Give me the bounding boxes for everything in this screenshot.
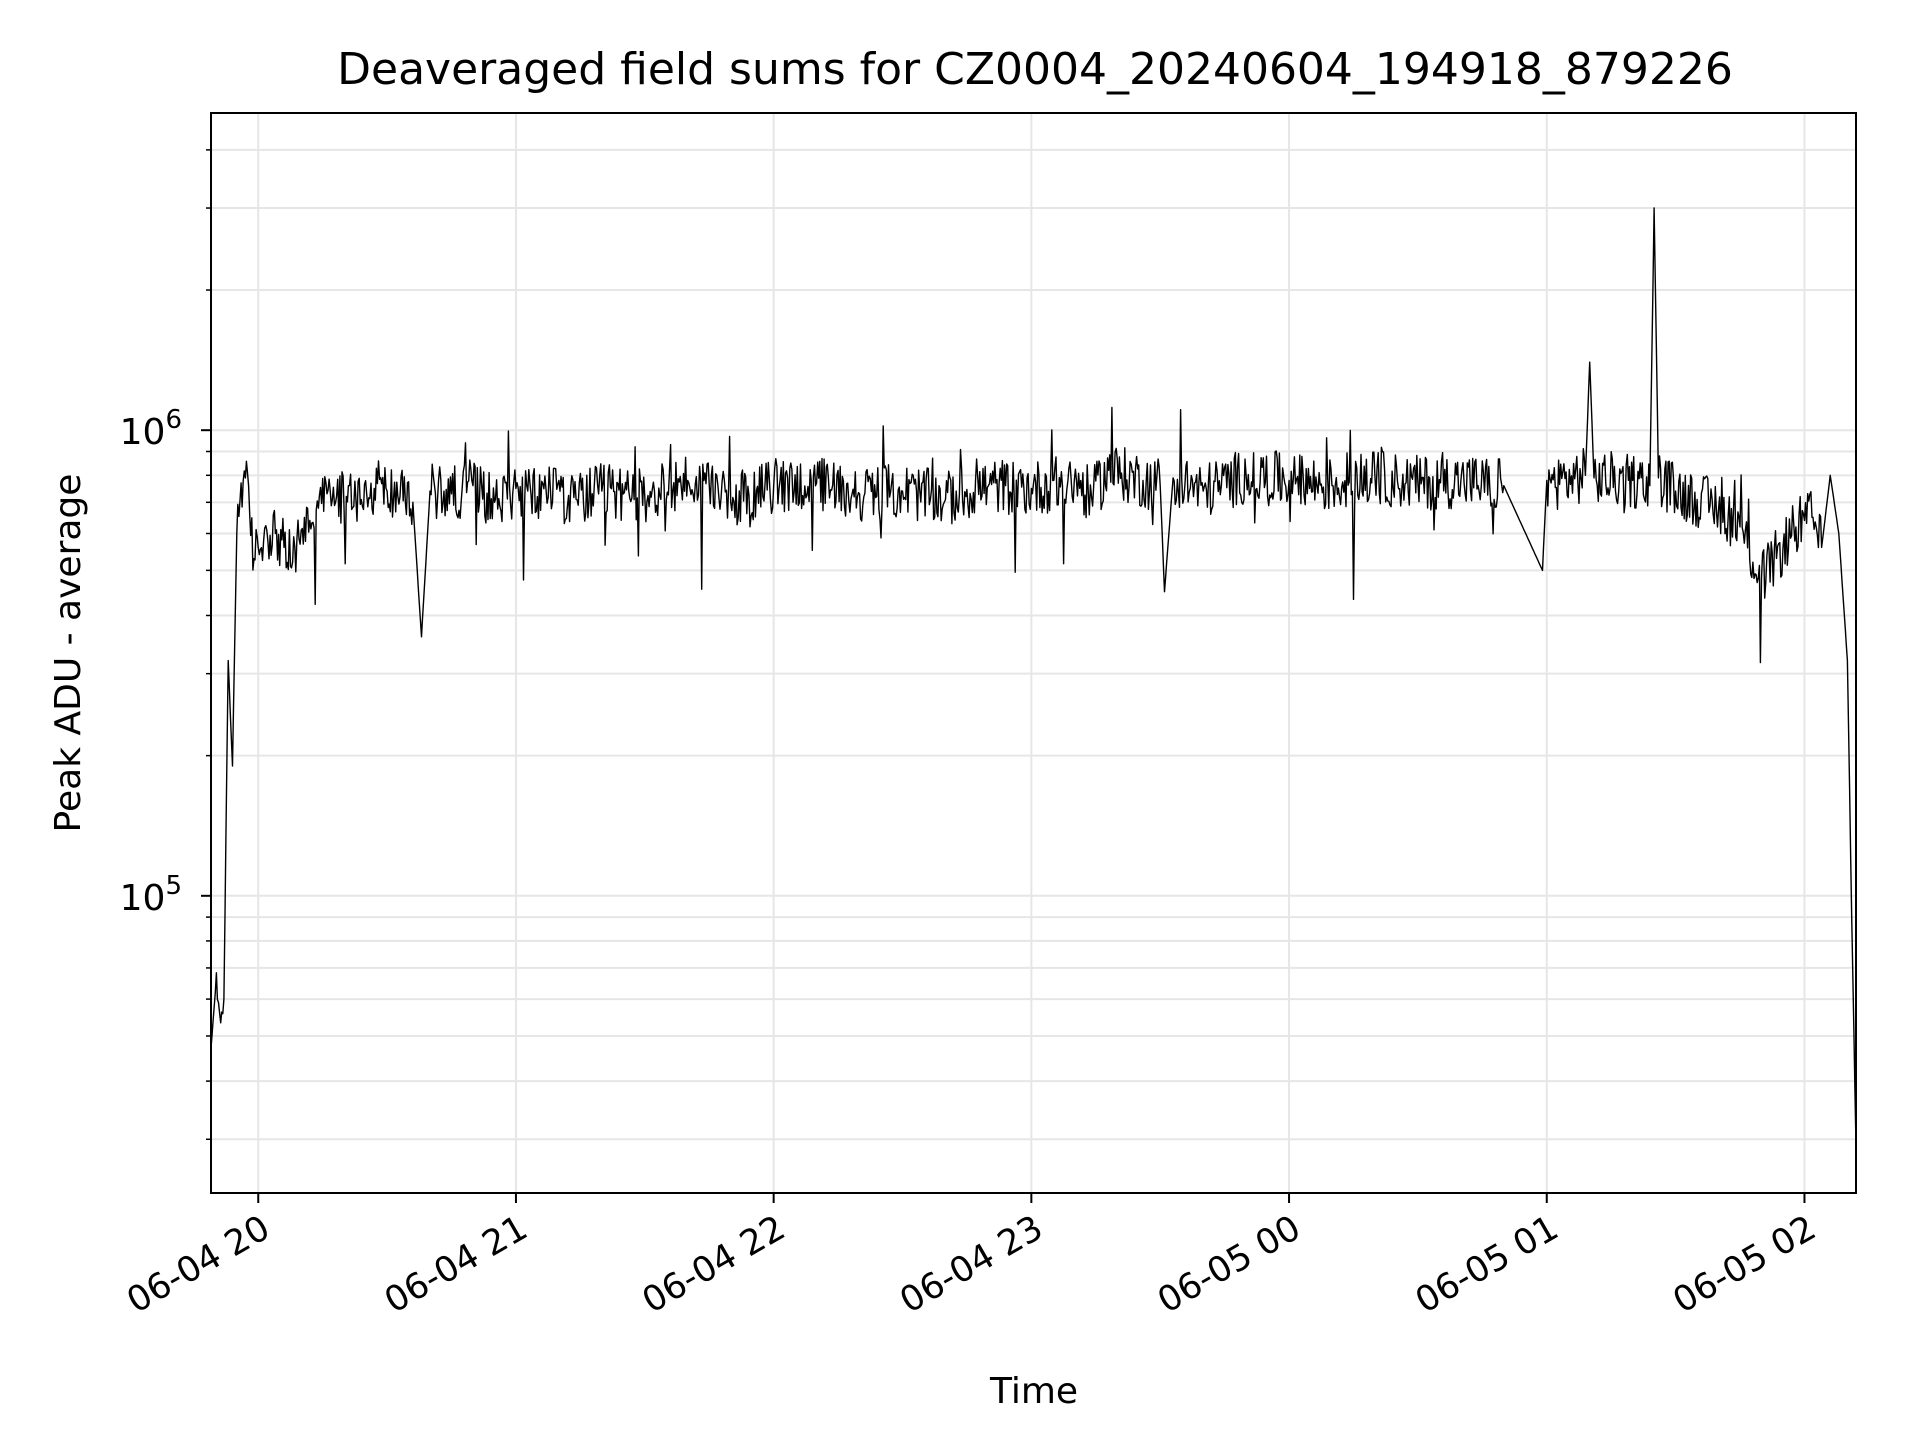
x-tick-label: 06-04 23 — [894, 1208, 1050, 1321]
plot-frame — [210, 112, 1857, 1194]
x-tick-label: 06-05 01 — [1409, 1208, 1565, 1321]
x-axis-label: Time — [989, 1371, 1078, 1412]
series-layer — [210, 207, 1857, 1147]
x-tick-label: 06-04 20 — [120, 1208, 276, 1321]
y-axis: 105 106 — [120, 149, 211, 1141]
x-tick-label: 06-05 02 — [1667, 1208, 1823, 1321]
x-tick-label: 06-04 22 — [636, 1208, 792, 1321]
y-tick-label: 106 — [120, 405, 182, 453]
y-axis-label: Peak ADU - average — [48, 474, 89, 833]
x-axis: 06-04 20 06-04 21 06-04 22 06-04 23 06-05 00… — [120, 1193, 1823, 1321]
x-tick-label: 06-05 00 — [1151, 1208, 1307, 1321]
grid — [211, 113, 1856, 1193]
x-tick-label: 06-04 21 — [378, 1208, 534, 1321]
chart-title: Deaveraged field sums for CZ0004_2024060… — [337, 44, 1733, 95]
y-tick-label: 105 — [120, 871, 182, 919]
series-line — [210, 207, 1857, 1147]
